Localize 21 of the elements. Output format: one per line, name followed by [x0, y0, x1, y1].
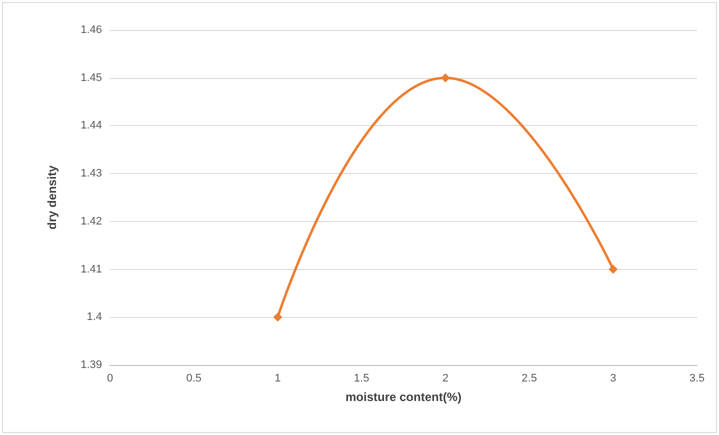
x-tick-label: 2 — [442, 372, 448, 384]
y-tick-label: 1.43 — [80, 168, 102, 180]
x-tick-label: 3 — [610, 372, 616, 384]
y-tick-label: 1.41 — [80, 263, 102, 276]
y-tick-label: 1.44 — [80, 120, 102, 132]
point — [440, 73, 450, 82]
y-tick-label: 1.42 — [80, 215, 102, 228]
x-tick-label: 0.5 — [186, 372, 202, 384]
x-tick-label: 0 — [106, 372, 114, 384]
x-axis-title: moisture content(%) — [345, 390, 462, 404]
y-tick-label: 1.4 — [86, 311, 102, 324]
x-tick-label: 1.5 — [354, 372, 370, 384]
point — [273, 312, 282, 322]
x-tick-label: 1 — [274, 372, 281, 384]
y-axis-title: dry density — [45, 165, 59, 230]
x-tick-label: 3.5 — [689, 372, 705, 384]
x-tick-label: 2.5 — [522, 372, 537, 384]
y-tick-label: 1.45 — [80, 72, 102, 84]
point — [608, 264, 618, 274]
y-tick-label: 1.46 — [80, 24, 102, 36]
y-tick-label: 1.39 — [80, 359, 102, 371]
